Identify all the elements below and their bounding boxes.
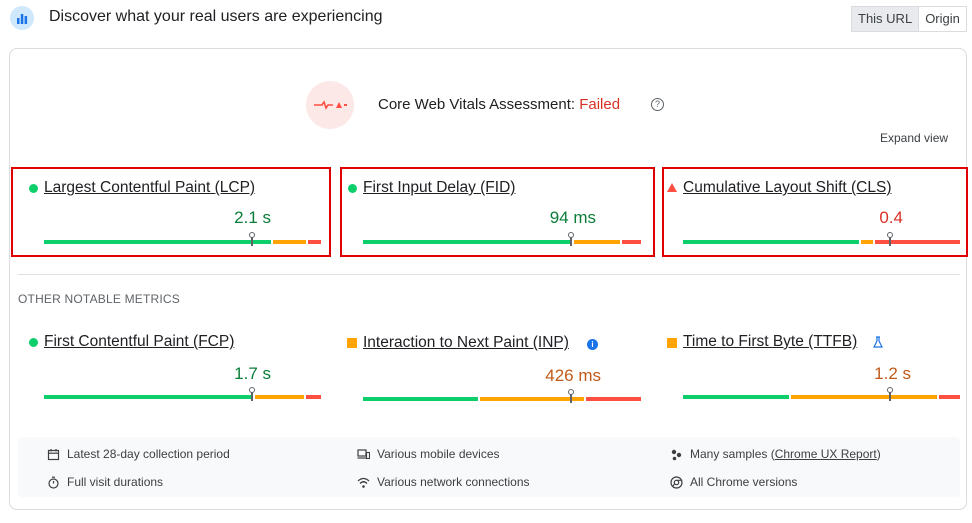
distribution-average-cls <box>861 240 873 244</box>
distribution-average-inp <box>480 397 584 401</box>
distribution-average-ttfb <box>791 395 937 399</box>
green-circle-icon <box>348 184 357 193</box>
help-icon[interactable]: ? <box>651 98 664 111</box>
assessment-status: Failed <box>579 96 621 113</box>
samples-prefix: Many samples ( <box>690 447 775 461</box>
collection-period-item: Latest 28-day collection period <box>47 447 230 461</box>
distribution-poor-ttfb <box>939 395 960 399</box>
metric-value-lcp: 2.1 s <box>234 208 271 227</box>
calendar-icon <box>47 448 60 460</box>
chrome-ux-report-link[interactable]: Chrome UX Report <box>774 447 877 461</box>
distribution-poor-fcp <box>306 395 321 399</box>
distribution-average-fid <box>574 240 620 244</box>
wifi-icon <box>357 477 370 488</box>
distribution-poor-lcp <box>308 240 321 244</box>
visit-durations-item: Full visit durations <box>47 475 163 489</box>
distribution-good-fid <box>363 240 572 244</box>
p75-marker-inp <box>568 389 574 403</box>
samples-item: Many samples (Chrome UX Report) <box>670 447 881 461</box>
chrome-icon <box>670 475 683 489</box>
distribution-poor-cls <box>875 240 960 244</box>
expand-view-link[interactable]: Expand view <box>880 131 949 145</box>
devices-text: Various mobile devices <box>377 447 500 461</box>
metric-name-fid[interactable]: First Input Delay (FID) <box>363 179 516 196</box>
metric-name-ttfb[interactable]: Time to First Byte (TTFB) <box>683 333 858 350</box>
info-icon[interactable]: i <box>587 339 598 350</box>
network-text: Various network connections <box>377 475 530 489</box>
assessment-label: Core Web Vitals Assessment: <box>378 96 576 113</box>
network-item: Various network connections <box>357 475 530 489</box>
other-metrics-title: OTHER NOTABLE METRICS <box>18 292 180 306</box>
metric-name-fcp[interactable]: First Contentful Paint (FCP) <box>44 333 235 350</box>
collection-info-footer <box>18 437 960 497</box>
highlight-box-cls <box>662 167 968 257</box>
highlight-box-lcp <box>11 167 331 257</box>
chrome-versions-text: All Chrome versions <box>690 475 798 489</box>
distribution-good-fcp <box>44 395 253 399</box>
this-url-button[interactable]: This URL <box>852 7 920 31</box>
p75-marker-ttfb <box>887 387 893 401</box>
devices-icon <box>357 448 370 459</box>
distribution-good-cls <box>683 240 859 244</box>
orange-square-icon <box>667 338 677 348</box>
metric-value-fcp: 1.7 s <box>234 364 271 383</box>
p75-marker-lcp <box>249 232 255 246</box>
red-triangle-icon <box>667 183 677 192</box>
flask-icon <box>873 336 883 348</box>
devices-item: Various mobile devices <box>357 447 500 461</box>
distribution-good-lcp <box>44 240 271 244</box>
visit-durations-text: Full visit durations <box>67 475 164 489</box>
page-title: Discover what your real users are experi… <box>49 8 383 25</box>
distribution-good-inp <box>363 397 478 401</box>
green-circle-icon <box>29 338 38 347</box>
highlight-box-fid <box>340 167 655 257</box>
distribution-poor-fid <box>622 240 641 244</box>
metric-value-ttfb: 1.2 s <box>874 364 911 383</box>
distribution-average-lcp <box>273 240 306 244</box>
p75-marker-fid <box>568 232 574 246</box>
orange-square-icon <box>347 338 357 348</box>
metric-name-cls[interactable]: Cumulative Layout Shift (CLS) <box>683 179 892 196</box>
metric-value-inp: 426 ms <box>545 366 601 385</box>
green-circle-icon <box>29 184 38 193</box>
samples-icon <box>671 449 682 460</box>
distribution-good-ttfb <box>683 395 789 399</box>
chrome-versions-item: All Chrome versions <box>670 475 797 489</box>
collection-period-text: Latest 28-day collection period <box>67 447 230 461</box>
url-origin-toggle: This URL Origin <box>851 6 967 32</box>
origin-button[interactable]: Origin <box>925 11 960 26</box>
distribution-poor-inp <box>586 397 641 401</box>
metric-value-cls: 0.4 <box>879 208 903 227</box>
section-divider <box>18 274 960 275</box>
p75-marker-fcp <box>249 387 255 401</box>
stopwatch-icon <box>48 476 59 489</box>
crux-logo-icon <box>10 6 34 30</box>
failed-assessment-icon <box>306 81 354 129</box>
assessment-heading: Core Web Vitals Assessment: Failed <box>378 96 620 113</box>
metric-name-inp[interactable]: Interaction to Next Paint (INP) <box>363 334 569 351</box>
samples-suffix: ) <box>876 447 881 461</box>
field-data-card <box>9 48 967 510</box>
p75-marker-cls <box>887 232 893 246</box>
distribution-average-fcp <box>255 395 304 399</box>
metric-value-fid: 94 ms <box>549 208 596 227</box>
metric-name-lcp[interactable]: Largest Contentful Paint (LCP) <box>44 179 256 196</box>
